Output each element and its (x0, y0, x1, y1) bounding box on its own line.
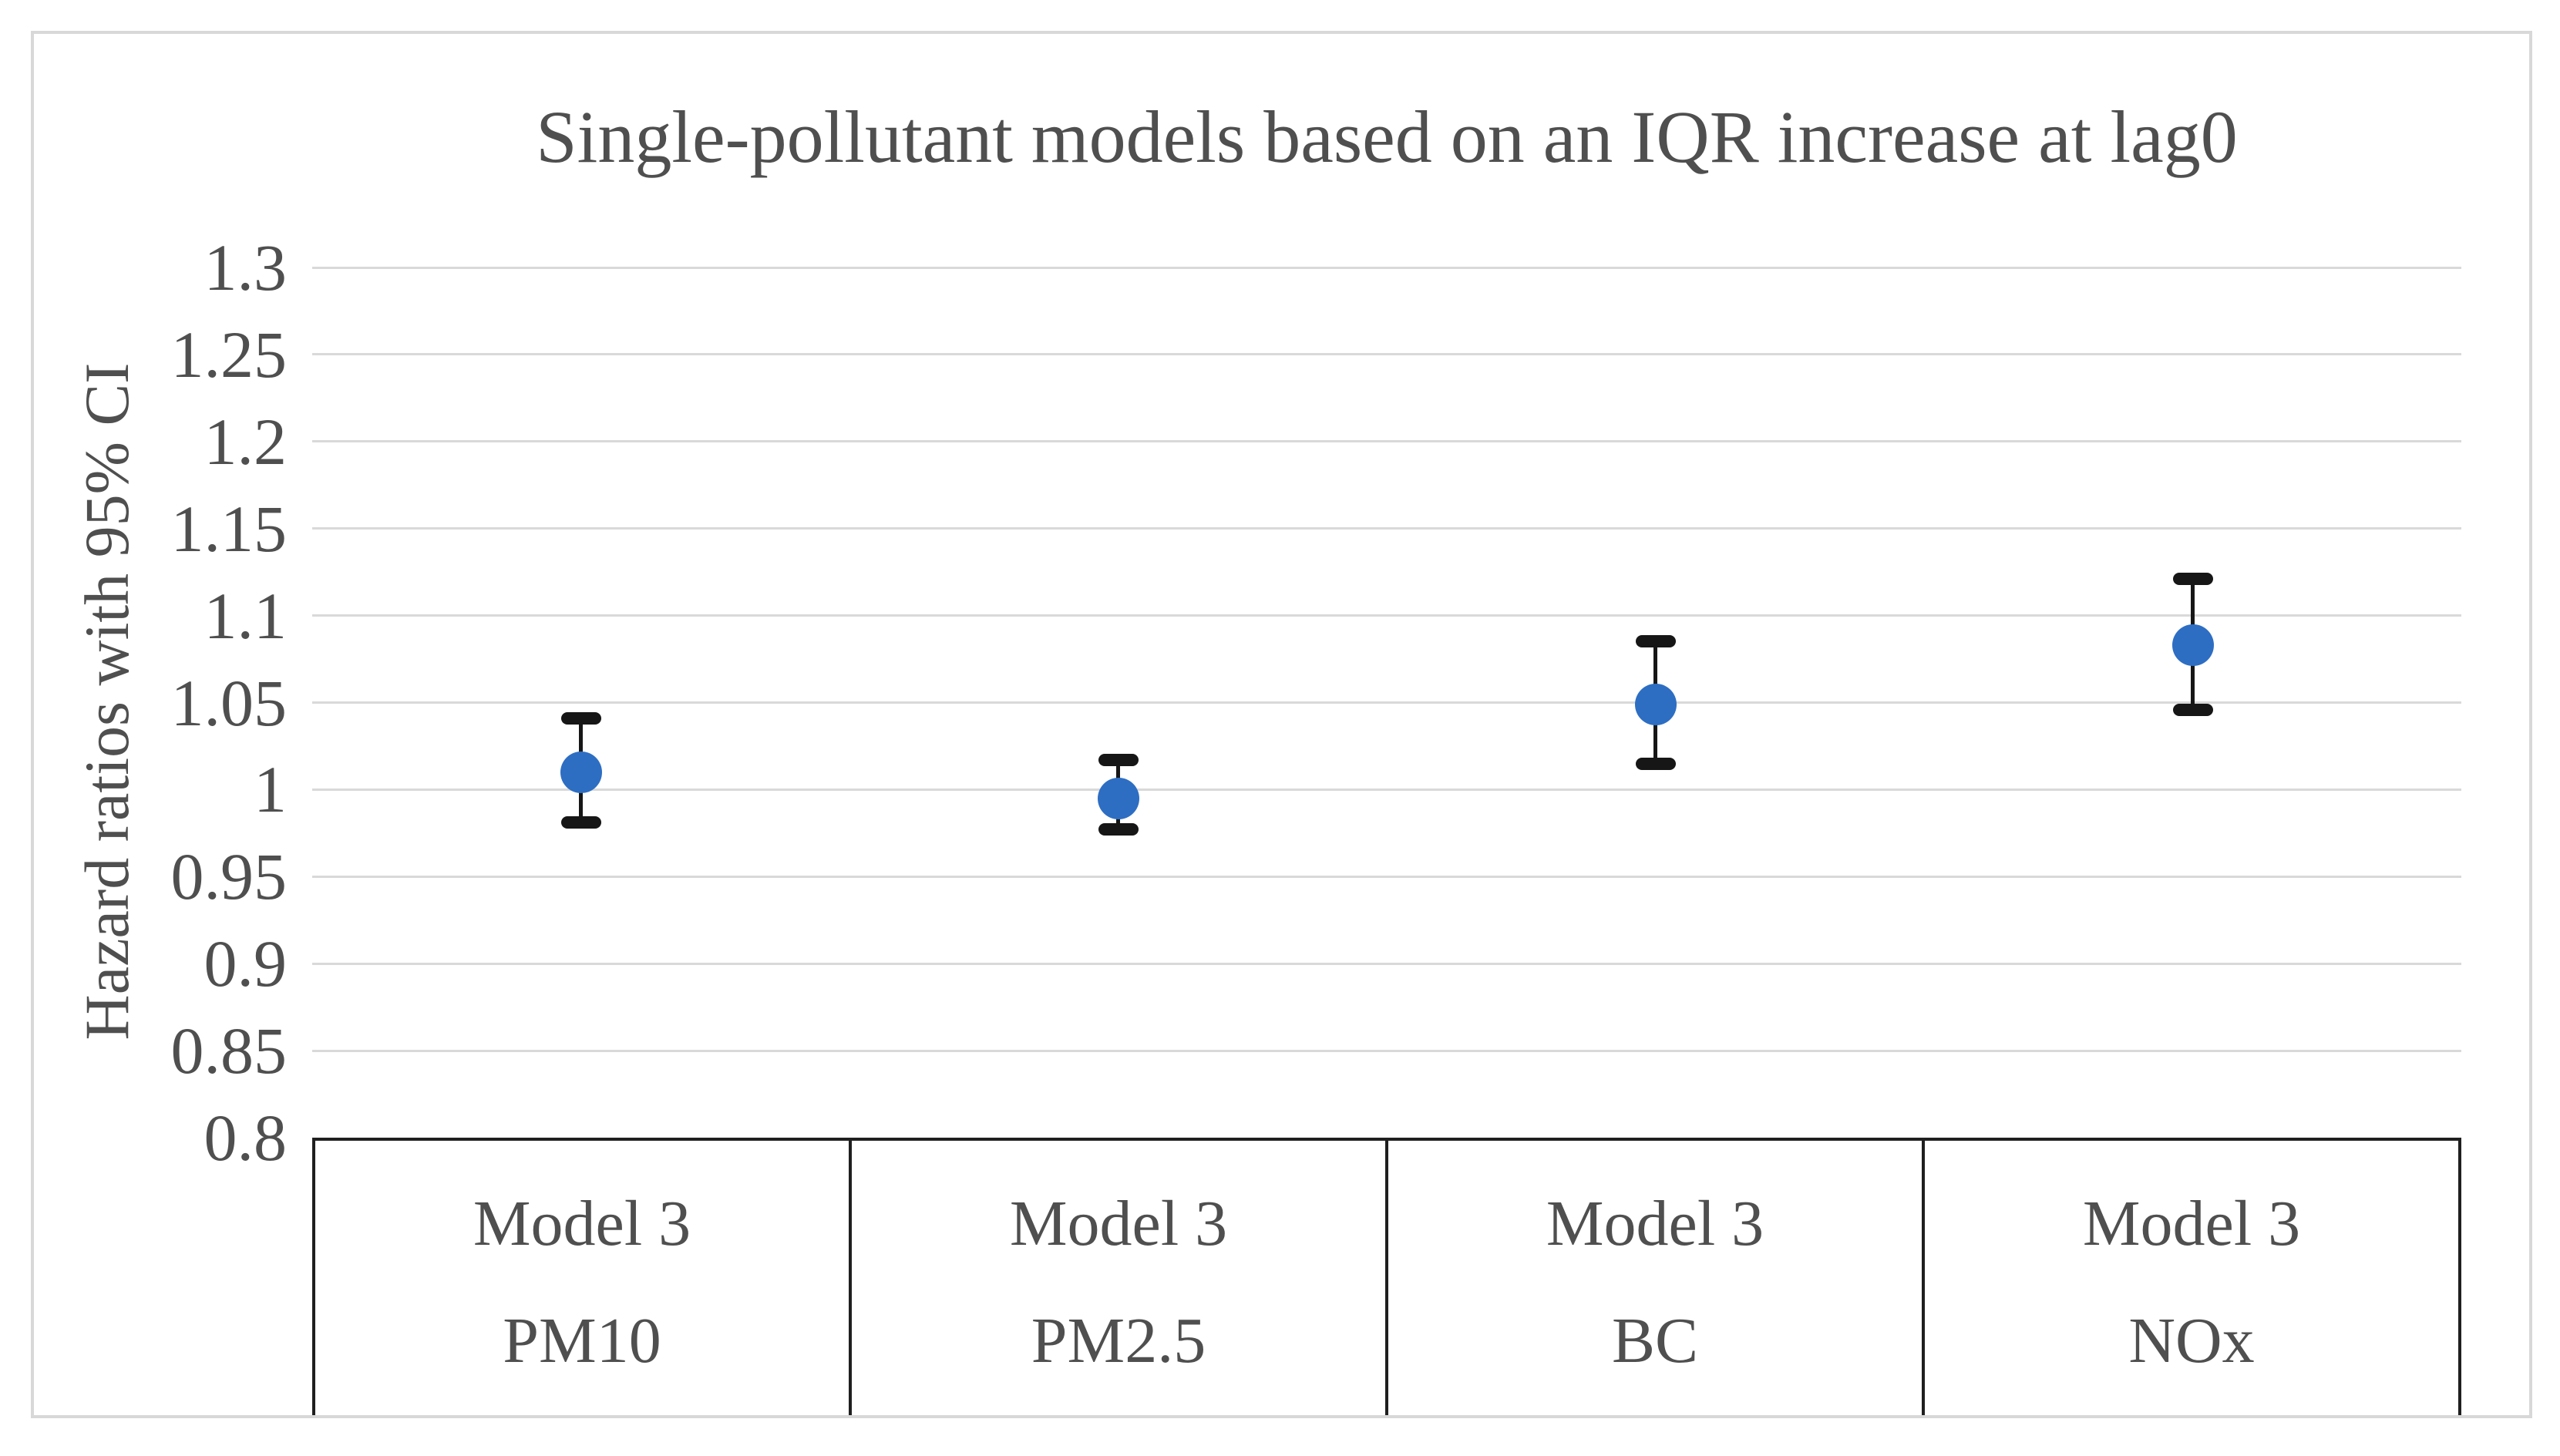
gridline (312, 614, 2461, 617)
y-tick-label: 1.05 (170, 665, 288, 740)
y-tick-label: 1.2 (204, 404, 288, 479)
y-tick-label: 1.3 (204, 230, 288, 304)
category-model-label: Model 3 (2082, 1188, 2301, 1259)
gridline (312, 527, 2461, 530)
y-tick-label: 1 (254, 752, 287, 827)
gridline (312, 701, 2461, 704)
y-tick-label: 1.25 (170, 317, 288, 392)
category-axis-table: Model 3 PM10 Model 3 PM2.5 Model 3 BC Model 3 N… (312, 1138, 2461, 1415)
category-model-label: Model 3 (1009, 1188, 1228, 1259)
error-bar-cap (1635, 757, 1676, 770)
gridline (312, 788, 2461, 791)
figure-border (31, 31, 2532, 1418)
category-cell: Model 3 BC (1385, 1141, 1922, 1415)
chart-title: Single-pollutant models based on an IQR … (536, 96, 2238, 178)
category-pollutant-label: PM2.5 (1031, 1305, 1206, 1377)
data-point-marker (1097, 777, 1139, 819)
error-bar-cap (560, 816, 601, 829)
y-tick-label: 0.95 (170, 839, 288, 914)
category-cell: Model 3 PM2.5 (849, 1141, 1385, 1415)
y-tick-label: 0.9 (204, 926, 288, 1001)
y-tick-label: 1.15 (170, 491, 288, 566)
category-cell: Model 3 NOx (1922, 1141, 2461, 1415)
category-pollutant-label: PM10 (503, 1305, 661, 1377)
error-bar-cap (1635, 635, 1676, 648)
category-pollutant-label: NOx (2128, 1305, 2255, 1377)
category-pollutant-label: BC (1611, 1305, 1699, 1377)
error-bar-cap (1098, 754, 1139, 766)
gridline (312, 1049, 2461, 1052)
gridline (312, 875, 2461, 878)
category-model-label: Model 3 (1546, 1188, 1764, 1259)
category-cell: Model 3 PM10 (312, 1141, 849, 1415)
data-point-marker (2171, 624, 2214, 666)
error-bar-cap (2172, 573, 2213, 586)
gridline (312, 962, 2461, 965)
gridline (312, 353, 2461, 356)
error-bar-cap (1098, 823, 1139, 836)
data-point-marker (560, 751, 602, 793)
category-model-label: Model 3 (473, 1188, 691, 1259)
gridline (312, 440, 2461, 443)
y-tick-label: 1.1 (204, 578, 288, 653)
gridline (312, 266, 2461, 269)
y-tick-label: 0.8 (204, 1101, 288, 1175)
data-point-marker (1634, 683, 1677, 725)
y-tick-label: 0.85 (170, 1014, 288, 1088)
error-bar-cap (560, 711, 601, 725)
error-bar-cap (2172, 703, 2213, 716)
